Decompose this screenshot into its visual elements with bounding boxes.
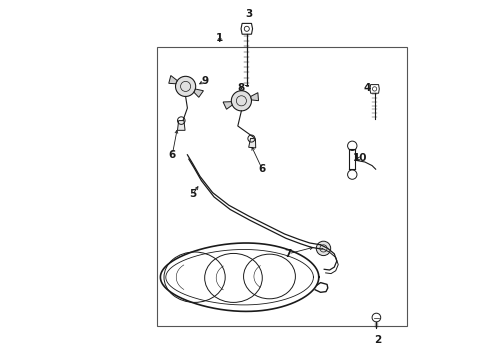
Text: 4: 4 — [364, 83, 371, 93]
Text: 6: 6 — [169, 150, 176, 160]
Text: 7: 7 — [285, 249, 292, 259]
Text: 2: 2 — [374, 335, 382, 345]
Text: 10: 10 — [353, 153, 368, 163]
Circle shape — [316, 241, 331, 256]
Text: 3: 3 — [245, 9, 252, 19]
Text: 6: 6 — [259, 164, 266, 174]
Text: 9: 9 — [201, 76, 208, 86]
Bar — [157, 47, 407, 326]
Polygon shape — [177, 121, 185, 130]
Text: 1: 1 — [216, 33, 223, 43]
Polygon shape — [249, 138, 256, 148]
Circle shape — [175, 76, 196, 96]
Polygon shape — [223, 102, 232, 109]
Text: 8: 8 — [238, 83, 245, 93]
Polygon shape — [169, 76, 177, 84]
Text: 5: 5 — [189, 189, 196, 199]
Polygon shape — [194, 89, 203, 97]
Circle shape — [231, 91, 251, 111]
Polygon shape — [251, 93, 259, 101]
